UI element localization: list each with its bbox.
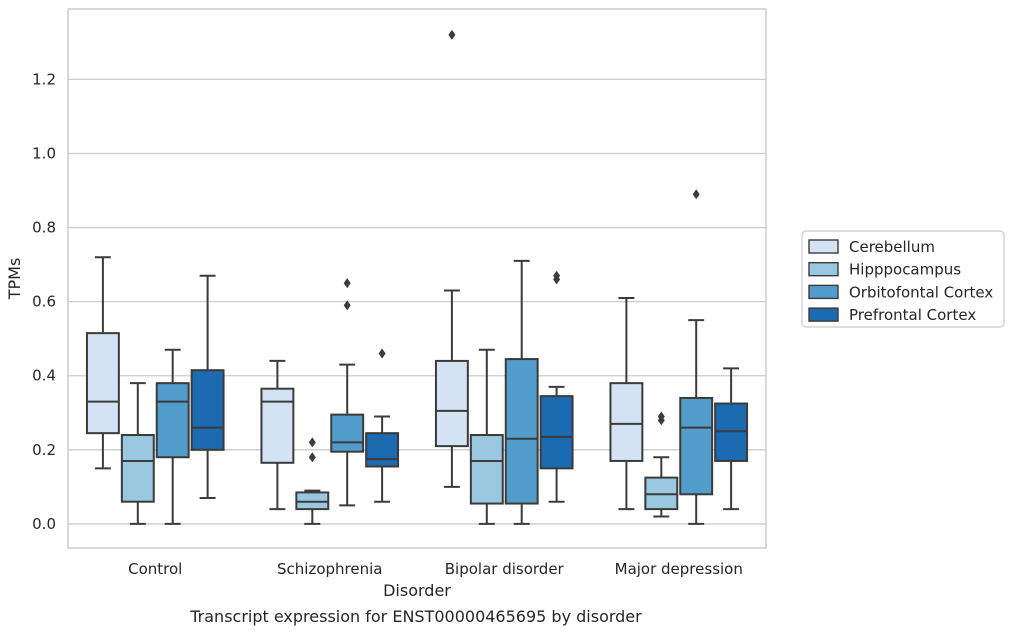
box-1-1 [295, 437, 330, 525]
box-iqr [155, 382, 190, 459]
y-tick-label: 0.0 [32, 515, 56, 533]
outlier-point [308, 437, 316, 448]
box-0-2 [434, 29, 469, 488]
x-tick-label: Control [128, 560, 182, 578]
legend-label: Hipppocampus [849, 261, 961, 279]
outlier-point [692, 189, 700, 200]
box-2-0 [155, 348, 190, 525]
y-tick-label: 0.8 [32, 219, 56, 237]
box-iqr [330, 413, 365, 453]
plot-frame [67, 8, 767, 549]
box-iqr [539, 395, 574, 470]
box-iqr [504, 358, 539, 505]
legend: Cerebellum Hipppocampus Orbitofontal Corte… [801, 230, 1005, 328]
x-tick-label: Bipolar disorder [445, 560, 565, 578]
legend-label: Cerebellum [849, 238, 935, 256]
box-0-0 [85, 256, 120, 470]
box-series [85, 29, 749, 525]
legend-frame [801, 230, 1005, 328]
y-tick-label: 1.2 [32, 70, 56, 88]
box-iqr [190, 369, 225, 451]
box-3-1 [365, 348, 400, 503]
outlier-point [657, 411, 665, 422]
box-iqr [469, 434, 504, 505]
box-iqr [365, 432, 400, 468]
x-tick-label: Major depression [615, 560, 743, 578]
legend-label: Prefrontal Cortex [849, 306, 976, 324]
box-3-0 [190, 274, 225, 499]
box-2-3 [679, 189, 714, 525]
chart-caption: Transcript expression for ENST0000046569… [189, 607, 642, 626]
y-tick-label: 1.0 [32, 144, 56, 162]
box-0-1 [260, 359, 295, 511]
box-iqr [609, 382, 644, 462]
box-iqr [85, 332, 120, 435]
box-3-2 [539, 270, 574, 503]
y-tick-labels: 0.0 0.2 0.4 0.6 0.8 1.0 1.2 [32, 70, 56, 533]
box-2-2 [504, 259, 539, 525]
box-1-0 [120, 382, 155, 525]
x-tick-label: Schizophrenia [277, 560, 382, 578]
box-0-3 [609, 296, 644, 511]
outlier-point [308, 452, 316, 463]
box-1-3 [644, 411, 679, 518]
outlier-point [448, 29, 456, 40]
box-iqr [120, 434, 155, 503]
x-axis-label: Disorder [383, 581, 451, 600]
box-iqr [679, 396, 714, 496]
outlier-point [343, 278, 351, 289]
y-axis-label: TPMs [5, 258, 24, 301]
legend-swatch [808, 239, 839, 254]
legend-swatch [808, 284, 839, 300]
outlier-point [343, 300, 351, 311]
y-tick-label: 0.2 [32, 441, 56, 459]
box-1-2 [469, 348, 504, 525]
legend-swatch [808, 307, 839, 322]
box-iqr [434, 359, 469, 448]
outlier-point [553, 270, 561, 281]
y-tick-label: 0.4 [32, 367, 56, 385]
legend-label: Orbitofontal Cortex [849, 283, 993, 301]
outlier-point [378, 348, 386, 359]
x-tick-labels: Control Schizophrenia Bipolar disorder Majo… [128, 560, 743, 578]
y-tick-label: 0.6 [32, 293, 56, 311]
box-3-3 [714, 367, 749, 511]
box-iqr [260, 387, 295, 464]
box-2-1 [330, 278, 365, 507]
legend-swatch [808, 262, 839, 277]
